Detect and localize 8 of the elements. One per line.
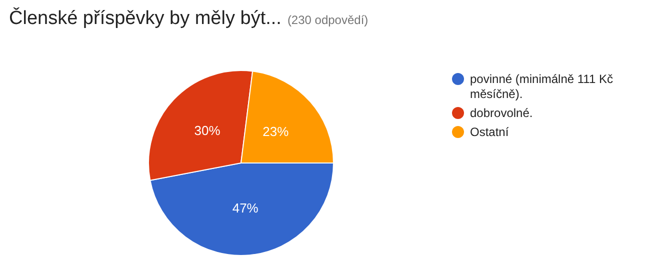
- chart-title: Členské příspěvky by měly být...: [9, 8, 282, 29]
- data-label: 30%: [194, 122, 221, 138]
- data-label: 47%: [232, 200, 259, 216]
- legend-label: dobrovolné.: [470, 106, 533, 121]
- chart-subtitle: (230 odpovědí): [287, 13, 368, 27]
- legend-label: povinné (minimálně 111 Kč měsíčně).: [470, 72, 614, 102]
- data-label: 23%: [262, 124, 290, 139]
- legend-label: Ostatní: [470, 125, 509, 140]
